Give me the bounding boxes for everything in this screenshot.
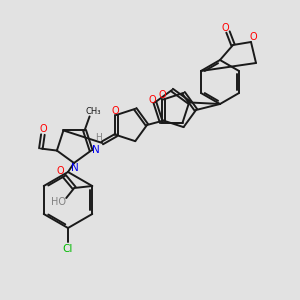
Text: O: O (111, 106, 119, 116)
Text: O: O (148, 95, 156, 105)
Text: H: H (95, 134, 102, 142)
Text: HO: HO (51, 197, 66, 207)
Text: N: N (92, 145, 100, 154)
Text: CH₃: CH₃ (86, 107, 101, 116)
Text: O: O (56, 166, 64, 176)
Text: O: O (221, 23, 229, 33)
Text: O: O (159, 90, 166, 100)
Text: O: O (249, 32, 257, 42)
Text: Cl: Cl (63, 244, 73, 254)
Text: N: N (71, 163, 79, 173)
Text: O: O (39, 124, 47, 134)
